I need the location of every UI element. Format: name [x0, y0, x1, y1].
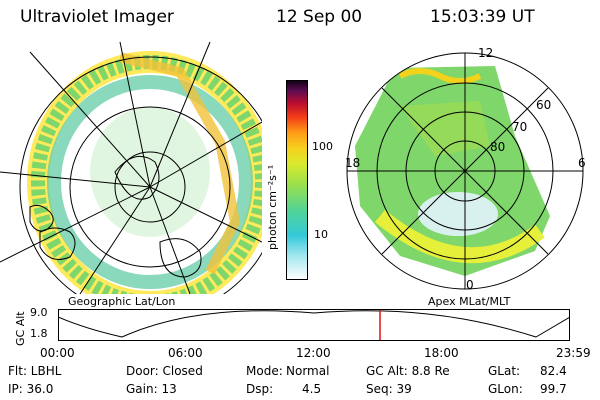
altitude-timeline	[58, 309, 570, 341]
time-tick-0000: 00:00	[40, 346, 75, 360]
status-glon-value: 99.7	[540, 382, 567, 396]
status-glat-value: 82.4	[540, 364, 567, 378]
colorbar-unit-label: photon cm⁻²s⁻¹	[266, 164, 279, 250]
right-panel-caption: Apex MLat/MLT	[428, 295, 511, 308]
time-tick-1800: 18:00	[424, 346, 459, 360]
mlat-label-60: 60	[536, 98, 552, 112]
status-ip: IP: 36.0	[8, 382, 54, 396]
instrument-title: Ultraviolet Imager	[20, 7, 174, 27]
magnetic-polar-plot	[346, 52, 584, 290]
mlat-label-70: 70	[512, 120, 528, 134]
status-mode-value: Normal	[286, 364, 330, 378]
status-gc-alt: GC Alt: 8.8 Re	[366, 364, 450, 378]
geographic-auroral-image	[0, 41, 262, 294]
mlt-label-6: 6	[578, 156, 586, 170]
colorbar-tick-100: 100	[312, 140, 333, 153]
status-dsp-value: 4.5	[302, 382, 322, 396]
alt-ytick-1-8: 1.8	[30, 327, 48, 340]
mlat-label-80: 80	[490, 140, 506, 154]
status-mode-label: Mode:	[246, 364, 283, 378]
status-glat-label: GLat:	[488, 364, 521, 378]
alt-plot-ylabel: GC Alt	[14, 311, 27, 346]
time-tick-1200: 12:00	[296, 346, 331, 360]
left-panel-caption: Geographic Lat/Lon	[68, 295, 176, 308]
intensity-colorbar	[286, 80, 308, 280]
header-time: 15:03:39 UT	[430, 7, 535, 27]
status-glon-label: GLon:	[488, 382, 523, 396]
mlt-label-0: 0	[466, 278, 474, 292]
time-tick-2359: 23:59	[556, 346, 591, 360]
status-dsp-label: Dsp:	[246, 382, 274, 396]
status-gain: Gain: 13	[126, 382, 177, 396]
mlt-label-18: 18	[345, 156, 361, 170]
mlt-label-12: 12	[478, 46, 494, 60]
status-seq: Seq: 39	[366, 382, 412, 396]
header-date: 12 Sep 00	[276, 7, 363, 27]
colorbar-tick-10: 10	[314, 228, 328, 241]
time-tick-0600: 06:00	[168, 346, 203, 360]
status-door: Door: Closed	[126, 364, 203, 378]
status-filter: Flt: LBHL	[8, 364, 62, 378]
alt-ytick-9: 9.0	[30, 306, 48, 319]
